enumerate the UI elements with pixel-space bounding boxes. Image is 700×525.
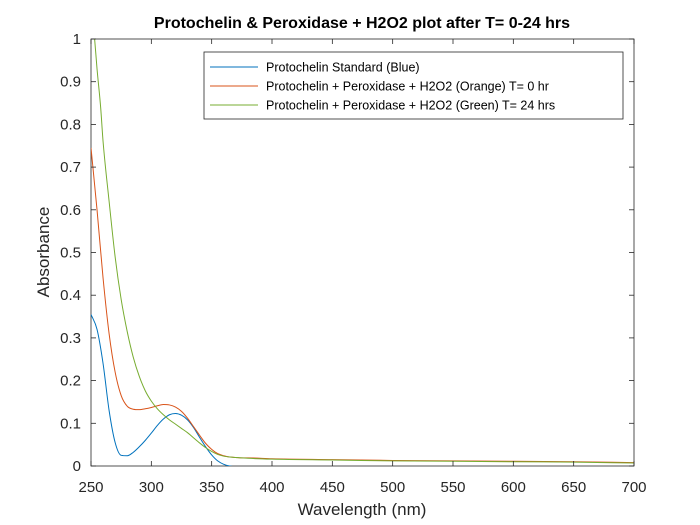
legend-entry-text: Protochelin Standard (Blue) — [266, 61, 420, 75]
y-tick-label: 0 — [73, 458, 81, 475]
y-axis: 0 0.1 0.2 0.3 0.4 0.5 0.6 0.7 0.8 0.9 1 — [60, 31, 634, 475]
x-axis: 250 300 350 400 450 500 550 600 650 700 — [78, 39, 647, 496]
x-tick-label: 550 — [440, 479, 465, 496]
x-tick-label: 250 — [78, 479, 103, 496]
x-tick-label: 500 — [380, 479, 405, 496]
legend: Protochelin Standard (Blue) Protochelin … — [203, 51, 624, 120]
y-tick-label: 0.9 — [60, 74, 81, 91]
y-tick-label: 1 — [73, 31, 81, 48]
x-axis-title: Wavelength (nm) — [298, 500, 427, 519]
y-axis-title: Absorbance — [34, 207, 53, 298]
x-tick-label: 400 — [259, 479, 284, 496]
series-line-3 — [94, 39, 634, 464]
series-line-1 — [91, 314, 233, 466]
x-tick-label: 450 — [320, 479, 345, 496]
y-tick-label: 0.2 — [60, 373, 81, 390]
y-tick-label: 0.8 — [60, 116, 81, 133]
x-tick-label: 350 — [199, 479, 224, 496]
chart-title: Protochelin & Peroxidase + H2O2 plot aft… — [154, 15, 570, 32]
y-tick-label: 0.4 — [60, 287, 81, 304]
y-tick-label: 0.1 — [60, 415, 81, 432]
y-tick-label: 0.3 — [60, 330, 81, 347]
x-tick-label: 600 — [501, 479, 526, 496]
x-tick-label: 650 — [561, 479, 586, 496]
y-tick-label: 0.7 — [60, 159, 81, 176]
legend-entry-text: Protochelin + Peroxidase + H2O2 (Orange)… — [266, 80, 549, 94]
y-tick-label: 0.5 — [60, 245, 81, 262]
y-tick-label: 0.6 — [60, 202, 81, 219]
legend-entry-text: Protochelin + Peroxidase + H2O2 (Green) … — [266, 99, 555, 113]
x-tick-label: 300 — [139, 479, 164, 496]
legend-box — [203, 51, 624, 120]
series-layer — [91, 39, 634, 466]
x-tick-label: 700 — [621, 479, 646, 496]
